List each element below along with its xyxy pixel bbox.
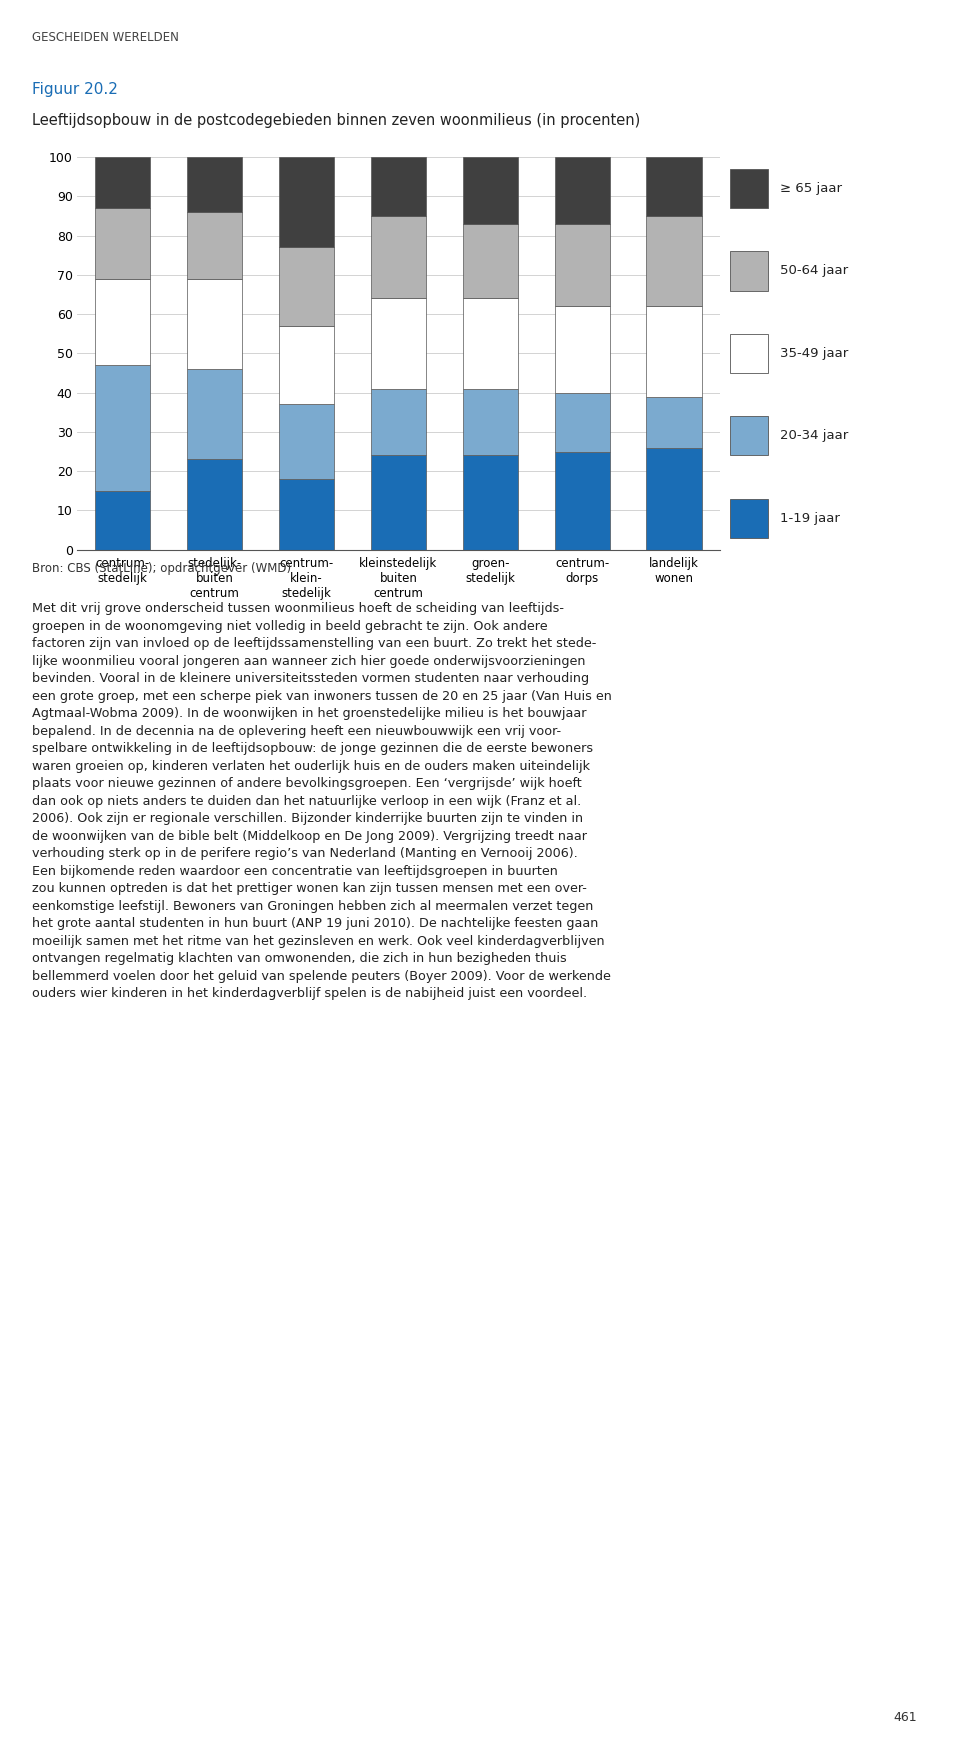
Bar: [95, 365, 151, 490]
Bar: [555, 223, 610, 307]
Bar: [730, 169, 768, 208]
Text: 20-34 jaar: 20-34 jaar: [780, 429, 849, 441]
Bar: [187, 459, 242, 550]
Text: GESCHEIDEN WERELDEN: GESCHEIDEN WERELDEN: [32, 31, 179, 44]
Bar: [463, 223, 517, 298]
Bar: [371, 157, 426, 216]
Bar: [646, 448, 702, 550]
Bar: [279, 405, 334, 480]
Bar: [730, 499, 768, 537]
Bar: [371, 455, 426, 550]
Bar: [463, 298, 517, 389]
Text: ≥ 65 jaar: ≥ 65 jaar: [780, 181, 842, 195]
Text: Bron: CBS (StatLine); opdrachtgever (WMD): Bron: CBS (StatLine); opdrachtgever (WMD…: [32, 562, 291, 574]
Bar: [279, 157, 334, 248]
Bar: [371, 298, 426, 389]
Bar: [463, 389, 517, 455]
Bar: [371, 389, 426, 455]
Bar: [95, 157, 151, 208]
Bar: [371, 216, 426, 298]
Bar: [187, 157, 242, 213]
Bar: [279, 248, 334, 326]
Bar: [95, 279, 151, 365]
Bar: [187, 279, 242, 370]
Bar: [555, 452, 610, 550]
Text: 1-19 jaar: 1-19 jaar: [780, 511, 840, 525]
Text: Leeftijdsopbouw in de postcodegebieden binnen zeven woonmilieus (in procenten): Leeftijdsopbouw in de postcodegebieden b…: [32, 113, 640, 129]
Bar: [646, 307, 702, 396]
Text: 50-64 jaar: 50-64 jaar: [780, 265, 849, 277]
Bar: [646, 396, 702, 448]
Bar: [555, 307, 610, 393]
Bar: [95, 490, 151, 550]
Bar: [463, 455, 517, 550]
Bar: [187, 213, 242, 279]
Bar: [95, 208, 151, 279]
Text: 35-49 jaar: 35-49 jaar: [780, 347, 849, 359]
Bar: [646, 157, 702, 216]
Bar: [279, 480, 334, 550]
Bar: [555, 393, 610, 452]
Text: 461: 461: [893, 1712, 917, 1724]
Bar: [730, 333, 768, 373]
Bar: [463, 157, 517, 223]
Bar: [730, 251, 768, 291]
Bar: [187, 370, 242, 459]
Bar: [646, 216, 702, 307]
Bar: [730, 415, 768, 455]
Bar: [555, 157, 610, 223]
Bar: [279, 326, 334, 405]
Text: Met dit vrij grove onderscheid tussen woonmilieus hoeft de scheiding van leeftij: Met dit vrij grove onderscheid tussen wo…: [32, 602, 612, 1000]
Text: Figuur 20.2: Figuur 20.2: [32, 82, 117, 98]
